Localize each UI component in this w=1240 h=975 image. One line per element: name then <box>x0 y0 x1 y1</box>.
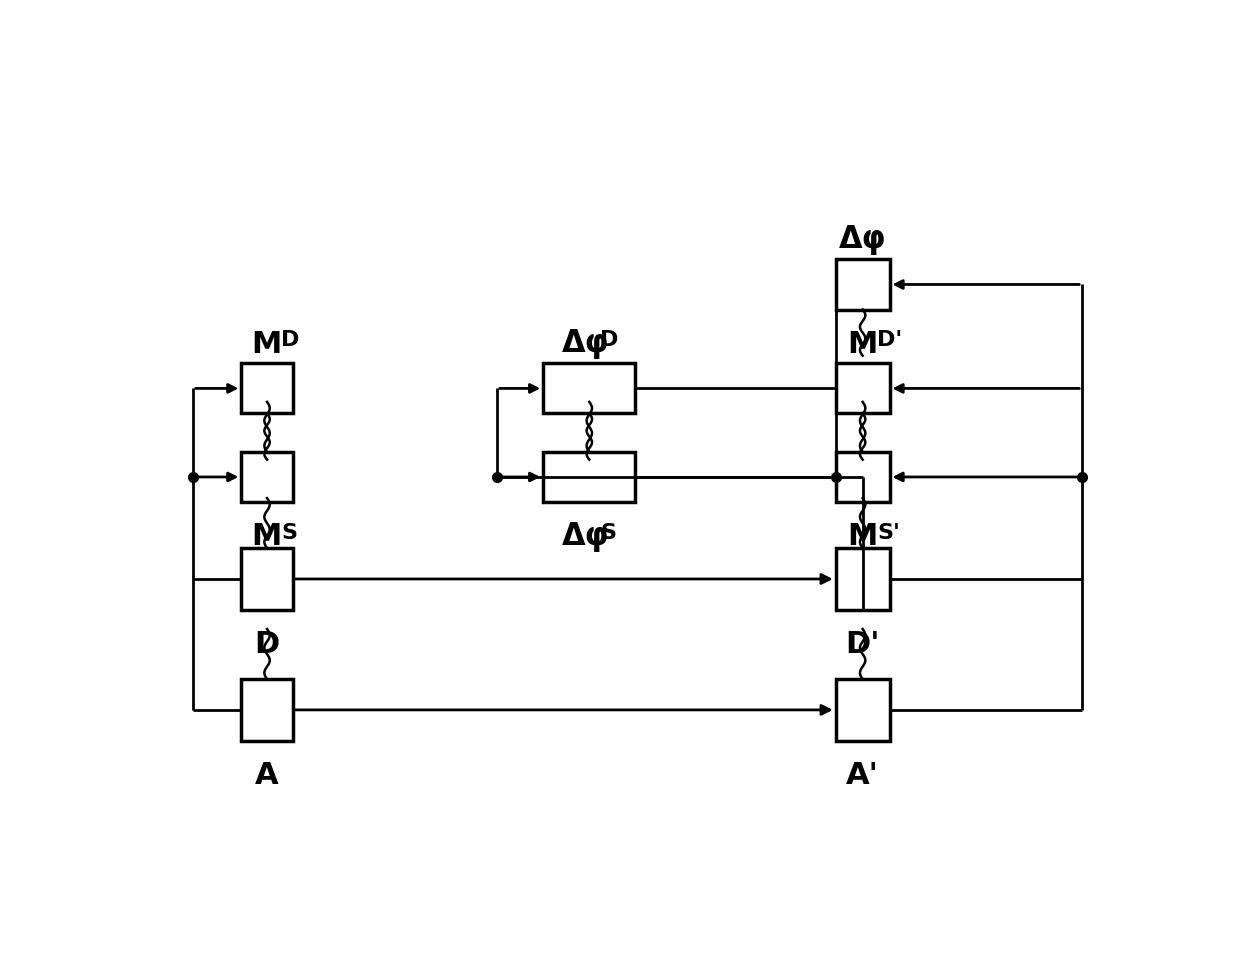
Text: M: M <box>847 523 878 551</box>
Bar <box>242 452 293 502</box>
Bar <box>242 548 293 609</box>
Text: S': S' <box>877 523 900 543</box>
Text: D: D <box>600 331 619 350</box>
Text: S: S <box>281 523 298 543</box>
Bar <box>836 680 889 741</box>
Text: M: M <box>252 330 281 359</box>
Bar <box>836 452 889 502</box>
Bar <box>543 364 635 413</box>
Bar <box>242 364 293 413</box>
Text: Δφ: Δφ <box>562 330 609 359</box>
Bar <box>242 680 293 741</box>
Bar <box>836 548 889 609</box>
Text: A: A <box>255 760 279 790</box>
Text: S: S <box>600 523 616 543</box>
Text: D': D' <box>846 630 880 659</box>
Text: Δφ: Δφ <box>562 522 609 552</box>
Text: M: M <box>252 523 281 551</box>
Bar <box>836 364 889 413</box>
Text: D: D <box>281 331 300 350</box>
Bar <box>836 259 889 309</box>
Text: D: D <box>254 630 279 659</box>
Text: D': D' <box>877 331 903 350</box>
Text: M: M <box>847 330 878 359</box>
Text: A': A' <box>846 760 879 790</box>
Bar <box>543 452 635 502</box>
Text: Δφ: Δφ <box>839 225 887 255</box>
